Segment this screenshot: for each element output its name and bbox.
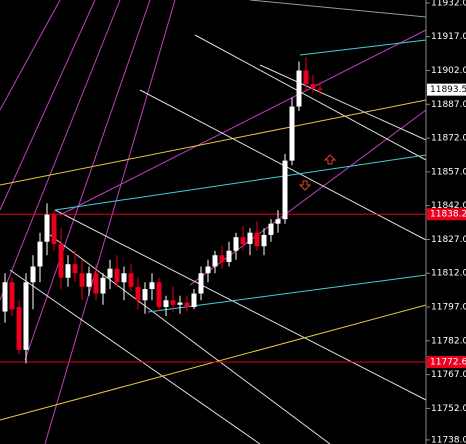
y-tick-label: 11857.0 [431, 167, 466, 177]
trend-line [259, 64, 427, 141]
candle-body [317, 88, 323, 90]
down-arrow [298, 180, 312, 191]
current-price-label: 11893.5 [430, 85, 466, 95]
candle-body [233, 237, 239, 251]
candle-body [191, 293, 197, 308]
trend-line [9, 269, 261, 444]
candle-body [261, 234, 267, 247]
candle-body [219, 255, 225, 262]
candle-body [240, 237, 246, 244]
y-tick-label: 11752.0 [431, 404, 466, 414]
trend-line [54, 154, 427, 211]
y-tick-label: 11872.0 [431, 134, 466, 144]
candle-body [72, 264, 78, 274]
trend-line [249, 0, 427, 18]
candle-body [170, 300, 176, 305]
candle-body [198, 273, 204, 294]
candle-body [142, 289, 148, 301]
candle-body [23, 282, 29, 350]
candle-body [247, 232, 253, 244]
trend-line [0, 0, 96, 211]
trend-line [0, 99, 427, 186]
y-tick-label: 11797.0 [431, 303, 466, 313]
y-tick-label: 11812.0 [431, 269, 466, 279]
candle-body [37, 241, 43, 267]
candle-body [226, 250, 232, 262]
y-tick-label: 11842.0 [431, 201, 466, 211]
y-tick-label: 11782.0 [431, 336, 466, 346]
candle-body [93, 273, 99, 294]
candle-body [65, 264, 71, 278]
candle-body [156, 282, 162, 308]
candle-body [100, 277, 106, 294]
level-label: 11772.6 [430, 358, 466, 368]
candle-body [9, 282, 15, 310]
candle-body [51, 214, 57, 244]
candle-body [205, 266, 211, 274]
trend-line [59, 29, 427, 216]
candle-body [30, 266, 36, 283]
trend-line [299, 39, 427, 56]
y-tick-label: 11827.0 [431, 235, 466, 245]
candle-body [282, 160, 288, 220]
y-tick-label: 11902.0 [431, 66, 466, 76]
candle-body [114, 268, 120, 283]
trend-line [0, 0, 121, 301]
candle-body [212, 255, 218, 267]
candle-body [135, 286, 141, 301]
candle-body [86, 273, 92, 287]
y-tick-label: 11887.0 [431, 100, 466, 110]
current-price-box [427, 83, 466, 96]
up-arrow [323, 154, 337, 165]
y-tick-label: 11917.0 [431, 32, 466, 42]
candle-body [149, 282, 155, 290]
trend-line [24, 0, 151, 361]
y-tick-label: 11738.0 [431, 435, 466, 444]
candle-body [275, 219, 281, 224]
level-label: 11838.2 [430, 210, 466, 220]
candle-body [128, 273, 134, 287]
trend-line [194, 34, 427, 161]
level-label-box [427, 208, 466, 221]
y-tick-label: 11767.0 [431, 370, 466, 380]
trend-line [0, 0, 61, 111]
trend-line [49, 234, 331, 444]
candle-body [79, 273, 85, 287]
candle-body [310, 84, 316, 89]
candle-body [16, 307, 22, 350]
candle-body [2, 282, 8, 312]
trend-line [44, 0, 176, 444]
candle-body [268, 223, 274, 235]
candle-body [163, 300, 169, 308]
level-label-box [427, 356, 466, 369]
candle-body [121, 273, 127, 283]
candle-body [58, 243, 64, 278]
trend-lines [0, 0, 427, 444]
trend-line [54, 209, 427, 401]
candle-body [107, 268, 113, 278]
candle-body [289, 106, 295, 161]
candle-body [177, 302, 183, 305]
candle-body [296, 70, 302, 107]
candle-body [44, 214, 50, 242]
candle-body [184, 302, 190, 308]
y-tick-label: 11932.0 [431, 0, 466, 8]
candle-body [254, 232, 260, 247]
candle-body [303, 70, 309, 85]
